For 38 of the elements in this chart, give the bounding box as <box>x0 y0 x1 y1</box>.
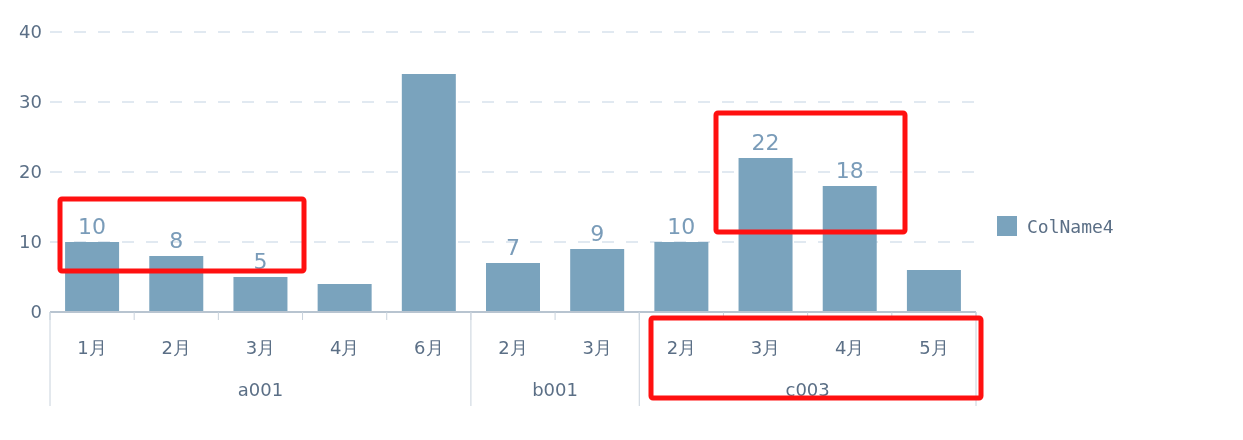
bar <box>65 242 120 312</box>
x-tick-label: 3月 <box>245 337 276 358</box>
x-tick-label: 2月 <box>666 337 697 358</box>
x-tick-label: 4月 <box>329 337 360 358</box>
data-label: 8 <box>169 228 184 253</box>
bar <box>317 284 372 312</box>
data-label: 7 <box>506 235 520 260</box>
bar <box>401 74 456 312</box>
x-tick-label: 5月 <box>919 337 949 358</box>
bar <box>654 242 709 312</box>
x-tick-label: 4月 <box>835 337 865 358</box>
x-tick-label: 2月 <box>498 337 528 358</box>
bar <box>570 249 625 312</box>
x-tick-label: 3月 <box>750 337 781 358</box>
y-tick-label: 0 <box>30 301 42 322</box>
bar <box>233 277 288 312</box>
text: c003 <box>785 379 830 400</box>
bar <box>822 186 877 312</box>
bar <box>486 263 540 312</box>
data-label: 10 <box>667 214 696 239</box>
y-tick-label: 40 <box>19 21 42 42</box>
x-tick-label: 6月 <box>414 337 444 358</box>
data-label: 18 <box>835 158 864 183</box>
data-label: 10 <box>78 214 107 239</box>
y-tick-label: 20 <box>19 161 42 182</box>
x-tick-label: 1月 <box>77 337 107 358</box>
x-tick-label: 2月 <box>161 337 191 358</box>
bar <box>906 270 961 312</box>
data-label: 9 <box>590 221 605 246</box>
text: a001 <box>237 379 284 400</box>
legend-label: ColName4 <box>1027 216 1114 237</box>
y-tick-label: 30 <box>19 91 42 112</box>
y-tick-label: 10 <box>19 231 42 252</box>
text: b001 <box>532 379 578 400</box>
x-tick-label: 3月 <box>582 337 612 358</box>
data-label: 22 <box>751 130 780 155</box>
data-label: 5 <box>253 249 268 274</box>
bar <box>738 158 793 312</box>
